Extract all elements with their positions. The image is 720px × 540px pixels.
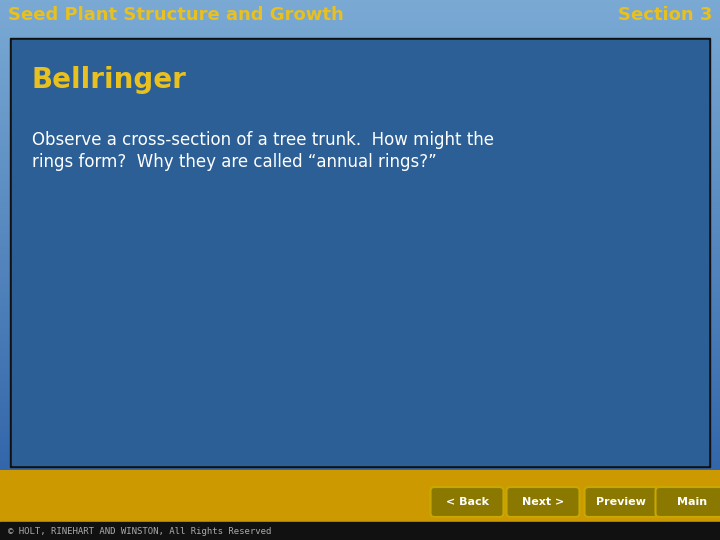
FancyBboxPatch shape [585,487,657,517]
FancyBboxPatch shape [655,487,720,517]
FancyBboxPatch shape [506,487,580,517]
Text: Section 3: Section 3 [618,6,712,24]
Text: Observe a cross-section of a tree trunk.  How might the: Observe a cross-section of a tree trunk.… [32,131,494,149]
Text: Next >: Next > [522,497,564,507]
Bar [12,40,708,465]
Text: Main: Main [677,497,707,507]
Bar [0,522,720,540]
FancyBboxPatch shape [431,487,503,517]
Text: Bellringer: Bellringer [32,66,187,94]
Text: < Back: < Back [446,497,488,507]
Text: © HOLT, RINEHART AND WINSTON, All Rights Reserved: © HOLT, RINEHART AND WINSTON, All Rights… [8,526,271,536]
Text: Preview: Preview [596,497,646,507]
Bar [10,38,710,467]
Text: Seed Plant Structure and Growth: Seed Plant Structure and Growth [8,6,343,24]
Text: rings form?  Why they are called “annual rings?”: rings form? Why they are called “annual … [32,153,437,171]
